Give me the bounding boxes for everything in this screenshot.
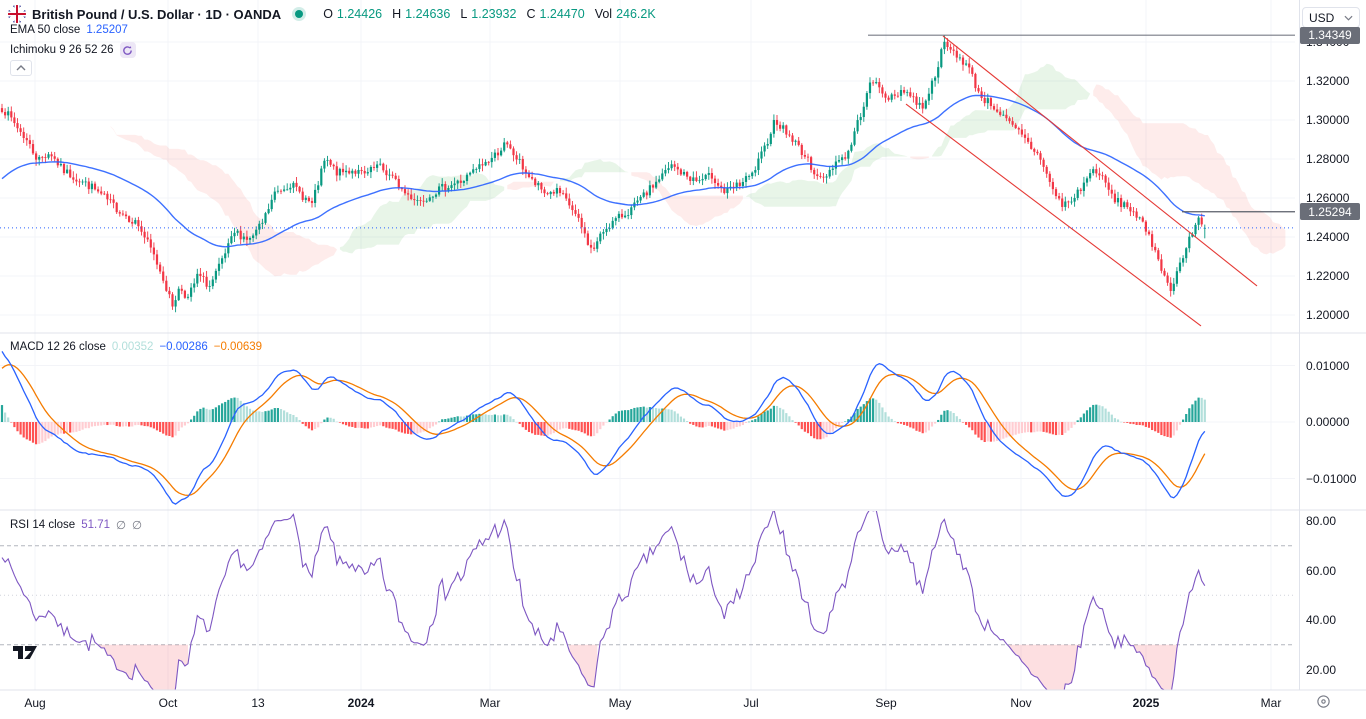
- rsi-empty-icon: ∅: [115, 520, 127, 532]
- scale-tick-label: 1.28000: [1306, 152, 1350, 166]
- rsi-value: 51.71: [81, 519, 110, 531]
- rsi-legend-label[interactable]: RSI 14 close: [10, 519, 76, 531]
- scale-tick-label: 1.22000: [1306, 269, 1350, 283]
- rsi-legend-row: RSI 14 close 51.71 ∅ ∅: [10, 518, 142, 532]
- scale-tick-label: 80.00: [1306, 514, 1337, 528]
- symbol-header: British Pound / U.S. Dollar · 1D · OANDA…: [8, 5, 656, 23]
- close-label: C: [526, 7, 536, 21]
- scale-tick-label: 1.24000: [1306, 230, 1350, 244]
- rsi-empty-icon: ∅: [132, 520, 143, 532]
- scale-tick-label: 1.30000: [1306, 113, 1350, 127]
- time-tick-label: Mar: [1260, 696, 1282, 710]
- price-line-tag: 1.34349: [1300, 26, 1360, 44]
- scale-tick-label: 20.00: [1306, 662, 1337, 677]
- open-value: 1.24426: [336, 7, 383, 21]
- close-value: 1.24470: [539, 7, 585, 21]
- low-value: 1.23932: [471, 7, 517, 21]
- scale-tick-label: 1.20000: [1306, 308, 1350, 322]
- high-value: 1.24636: [405, 7, 451, 21]
- price-scale-currency-button[interactable]: USD: [1302, 7, 1360, 28]
- time-tick-label: Sep: [875, 696, 897, 710]
- time-tick-label: Oct: [158, 696, 178, 710]
- chevron-down-icon: [1344, 15, 1353, 21]
- ema-legend-row: EMA 50 close 1.25207: [10, 24, 128, 36]
- scale-tick-label: 1.26000: [1306, 191, 1350, 205]
- time-tick-label: May: [608, 696, 632, 710]
- scale-tick-label: 0.00000: [1306, 415, 1350, 429]
- macd-legend-row: MACD 12 26 close 0.00352 −0.00286 −0.006…: [10, 341, 262, 353]
- time-tick-label: 2025: [1132, 696, 1160, 710]
- ichimoku-sync-icon: [119, 42, 136, 58]
- collapse-legend-button[interactable]: [10, 60, 32, 76]
- time-tick-label: Aug: [24, 696, 46, 710]
- ema-value: 1.25207: [86, 24, 128, 36]
- volume-label: Vol: [594, 7, 613, 21]
- macd-line-value: −0.00286: [159, 341, 208, 353]
- gbp-flag-icon: [8, 5, 26, 23]
- ema-legend-label[interactable]: EMA 50 close: [10, 24, 81, 36]
- time-tick-label: Nov: [1010, 696, 1032, 710]
- tradingview-logo[interactable]: [12, 645, 42, 667]
- ohlc-readout: O 1.24426 H 1.24636 L 1.23932 C 1.24470 Vol 2…: [323, 7, 656, 21]
- timezone-settings-icon[interactable]: [1316, 694, 1331, 714]
- ichimoku-legend-row: Ichimoku 9 26 52 26: [10, 42, 136, 58]
- time-tick-label: Mar: [479, 696, 501, 710]
- symbol-title[interactable]: British Pound / U.S. Dollar · 1D · OANDA: [32, 6, 282, 22]
- time-tick-label: 2024: [347, 696, 375, 710]
- macd-signal-value: −0.00639: [213, 341, 263, 353]
- scale-tick-label: 0.01000: [1306, 358, 1350, 373]
- scale-tick-label: 40.00: [1306, 613, 1337, 627]
- time-tick-label: Jul: [743, 696, 759, 710]
- macd-hist-value: 0.00352: [111, 341, 154, 353]
- price-line-tag: 1.25294: [1300, 203, 1360, 221]
- currency-label: USD: [1309, 10, 1335, 25]
- time-tick-label: 13: [251, 696, 265, 710]
- low-label: L: [460, 7, 468, 21]
- scale-tick-label: −0.01000: [1306, 471, 1357, 486]
- high-label: H: [392, 7, 402, 21]
- market-status-icon: [295, 10, 304, 18]
- ichimoku-legend-label[interactable]: Ichimoku 9 26 52 26: [10, 44, 114, 56]
- scale-tick-label: 60.00: [1306, 563, 1337, 578]
- open-label: O: [323, 7, 333, 21]
- scale-tick-label: 1.32000: [1306, 74, 1350, 88]
- volume-value: 246.2K: [616, 7, 656, 21]
- macd-legend-label[interactable]: MACD 12 26 close: [10, 341, 106, 353]
